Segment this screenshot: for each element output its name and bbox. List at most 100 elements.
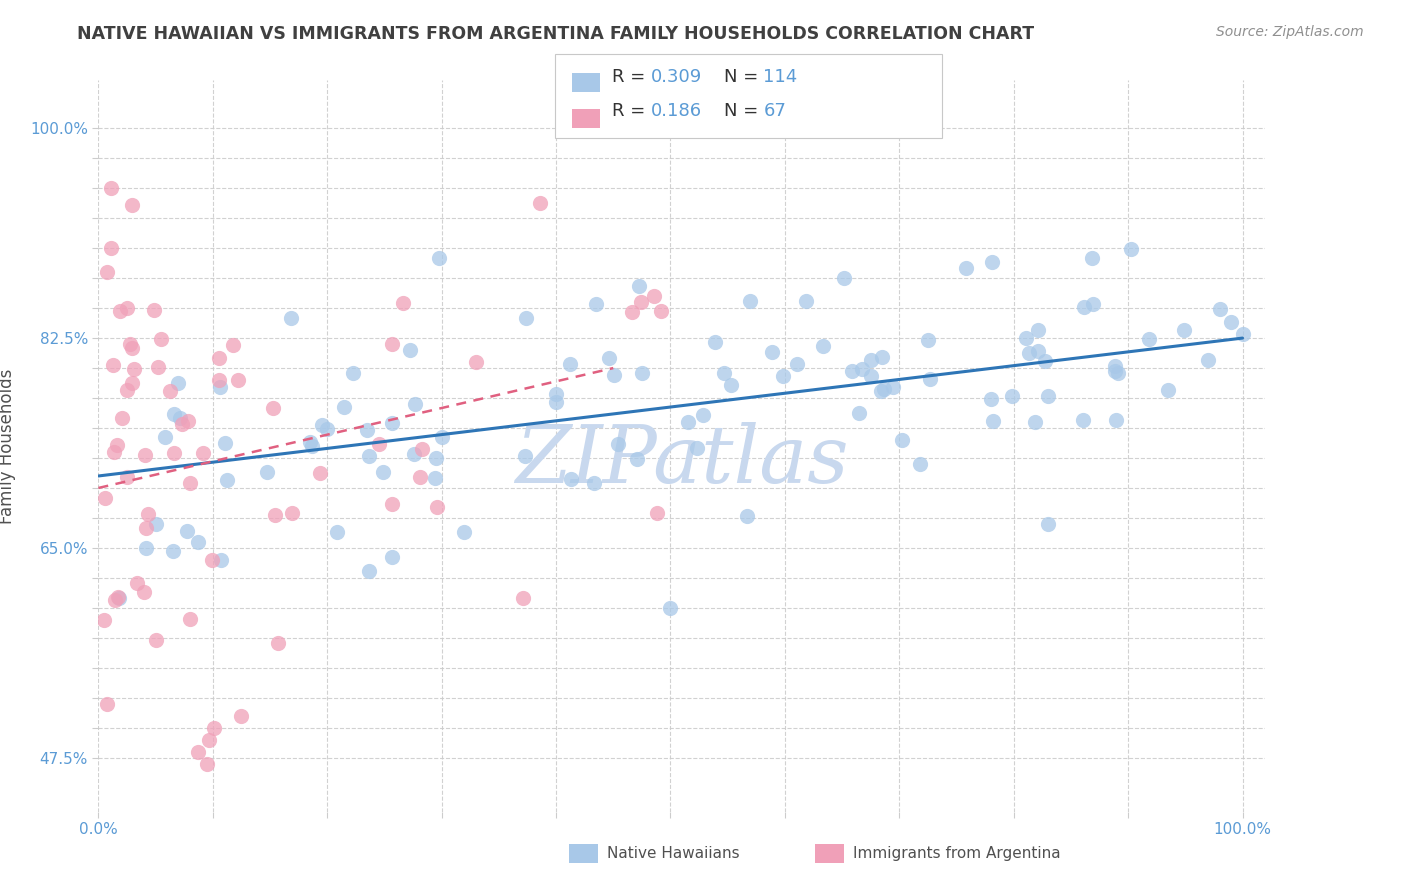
Point: [125, 576, 148, 591]
Point: [367, 437, 389, 451]
Point: [267, 635, 290, 649]
Point: [162, 407, 184, 421]
Point: [772, 369, 794, 384]
Point: [1208, 301, 1230, 316]
Point: [980, 392, 1002, 406]
Point: [166, 376, 188, 390]
Point: [1173, 323, 1195, 337]
Text: 0.309: 0.309: [651, 68, 702, 86]
Point: [153, 430, 176, 444]
Point: [96, 697, 118, 711]
Point: [263, 508, 285, 523]
Point: [222, 338, 245, 352]
Point: [108, 591, 131, 605]
Point: [692, 408, 714, 422]
Point: [630, 294, 652, 309]
Text: R =: R =: [612, 103, 651, 120]
Point: [172, 417, 194, 432]
Point: [316, 422, 339, 436]
Point: [882, 380, 904, 394]
Point: [122, 362, 145, 376]
Point: [560, 472, 582, 486]
Point: [1036, 517, 1059, 532]
Point: [404, 447, 426, 461]
Point: [381, 416, 404, 430]
Point: [115, 469, 138, 483]
Text: N =: N =: [724, 68, 763, 86]
Point: [179, 612, 201, 626]
Point: [851, 361, 873, 376]
Point: [115, 383, 138, 397]
Point: [299, 435, 322, 450]
Point: [392, 296, 415, 310]
Point: [738, 293, 761, 308]
Point: [359, 564, 381, 578]
Point: [848, 406, 870, 420]
Point: [643, 289, 665, 303]
Point: [626, 452, 648, 467]
Point: [1157, 383, 1180, 397]
Point: [585, 297, 607, 311]
Point: [859, 353, 882, 368]
Point: [208, 380, 231, 394]
Text: Native Hawaiians: Native Hawaiians: [607, 847, 740, 861]
Point: [214, 435, 236, 450]
Point: [761, 345, 783, 359]
Point: [107, 591, 129, 605]
Point: [159, 384, 181, 398]
Point: [201, 553, 224, 567]
Point: [135, 541, 157, 555]
Point: [676, 415, 699, 429]
Text: Immigrants from Argentina: Immigrants from Argentina: [853, 847, 1062, 861]
Point: [117, 301, 139, 315]
Point: [860, 368, 883, 383]
Point: [281, 506, 304, 520]
Point: [1119, 242, 1142, 256]
Text: N =: N =: [724, 103, 763, 120]
Point: [621, 305, 644, 319]
Point: [404, 397, 426, 411]
Point: [598, 351, 620, 366]
Point: [208, 373, 231, 387]
Point: [101, 358, 124, 372]
Text: NATIVE HAWAIIAN VS IMMIGRANTS FROM ARGENTINA FAMILY HOUSEHOLDS CORRELATION CHART: NATIVE HAWAIIAN VS IMMIGRANTS FROM ARGEN…: [77, 25, 1035, 43]
Point: [135, 521, 157, 535]
Point: [1197, 352, 1219, 367]
Point: [356, 423, 378, 437]
Point: [686, 441, 709, 455]
Point: [202, 721, 225, 735]
Point: [1026, 343, 1049, 358]
Point: [111, 411, 134, 425]
Point: [93, 613, 115, 627]
Point: [630, 366, 652, 380]
Point: [786, 357, 808, 371]
Point: [425, 450, 447, 465]
Point: [121, 376, 143, 390]
Point: [529, 196, 551, 211]
Point: [1073, 413, 1095, 427]
Point: [150, 332, 173, 346]
Y-axis label: Family Households: Family Households: [0, 368, 15, 524]
Point: [162, 544, 184, 558]
Point: [427, 251, 450, 265]
Point: [134, 448, 156, 462]
Point: [426, 500, 449, 515]
Point: [464, 355, 486, 369]
Point: [408, 470, 430, 484]
Point: [602, 368, 624, 382]
Point: [920, 372, 942, 386]
Point: [342, 366, 364, 380]
Point: [981, 414, 1004, 428]
Point: [195, 756, 218, 771]
Point: [1220, 315, 1243, 329]
Point: [108, 304, 131, 318]
Point: [1137, 332, 1160, 346]
Text: 67: 67: [763, 103, 786, 120]
Point: [381, 550, 404, 565]
Point: [121, 341, 143, 355]
Point: [1081, 296, 1104, 310]
Text: Source: ZipAtlas.com: Source: ZipAtlas.com: [1216, 25, 1364, 39]
Point: [430, 430, 453, 444]
Point: [208, 351, 231, 365]
Point: [811, 339, 834, 353]
